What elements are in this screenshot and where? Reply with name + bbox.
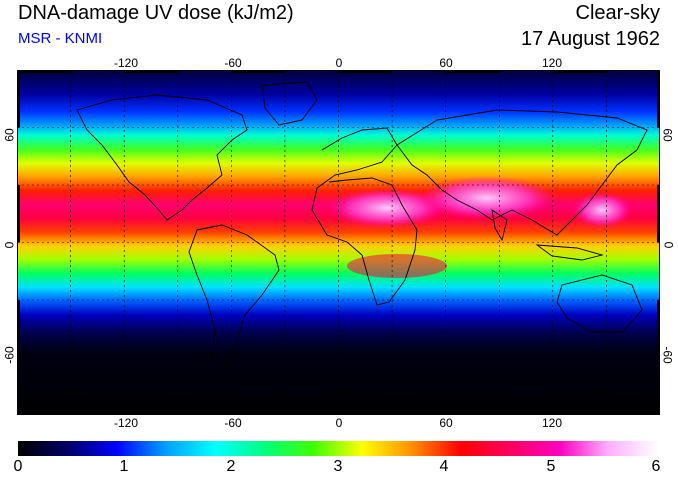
lon-label-bottom: 60 (439, 416, 453, 430)
lat-label-right: 60 (660, 128, 675, 142)
lon-label-bottom: -120 (113, 416, 139, 430)
lon-label-bottom: 0 (335, 416, 343, 430)
colorbar-tick: 6 (651, 458, 661, 475)
lon-label-bottom: 120 (541, 416, 563, 430)
lat-label-left: -60 (2, 346, 17, 364)
date-label: 17 August 1962 (520, 28, 660, 50)
lon-label-bottom: -60 (224, 416, 242, 430)
sky-condition-label: Clear-sky (575, 2, 660, 24)
hotspot-arabia-asia (417, 176, 557, 220)
lat-label-left: 60 (2, 128, 17, 142)
lon-label-top: 60 (439, 56, 453, 70)
uv-dose-map (17, 70, 660, 415)
colorbar (18, 441, 658, 456)
lon-label-top: -60 (224, 56, 242, 70)
lat-label-left: 0 (2, 241, 17, 249)
lon-label-top: 120 (541, 56, 563, 70)
lon-label-top: 0 (335, 56, 343, 70)
map-title: DNA-damage UV dose (kJ/m2) (18, 2, 294, 24)
coastlines (17, 81, 660, 403)
colorbar-tick: 4 (439, 458, 449, 475)
colorbar-tick: 3 (333, 458, 343, 475)
hotspot-pacific (572, 192, 632, 228)
colorbar-tick: 5 (546, 458, 556, 475)
lat-label-right: 0 (661, 241, 676, 249)
colorbar-tick: 2 (226, 458, 236, 475)
southern-africa-band (347, 254, 447, 278)
colorbar-tick: 0 (13, 458, 23, 475)
graticule (17, 70, 660, 415)
lon-label-top: -120 (113, 56, 139, 70)
frame-ticks (17, 70, 660, 415)
colorbar-tick: 1 (119, 458, 129, 475)
source-label: MSR - KNMI (18, 30, 103, 47)
lat-label-right: -60 (660, 346, 675, 364)
